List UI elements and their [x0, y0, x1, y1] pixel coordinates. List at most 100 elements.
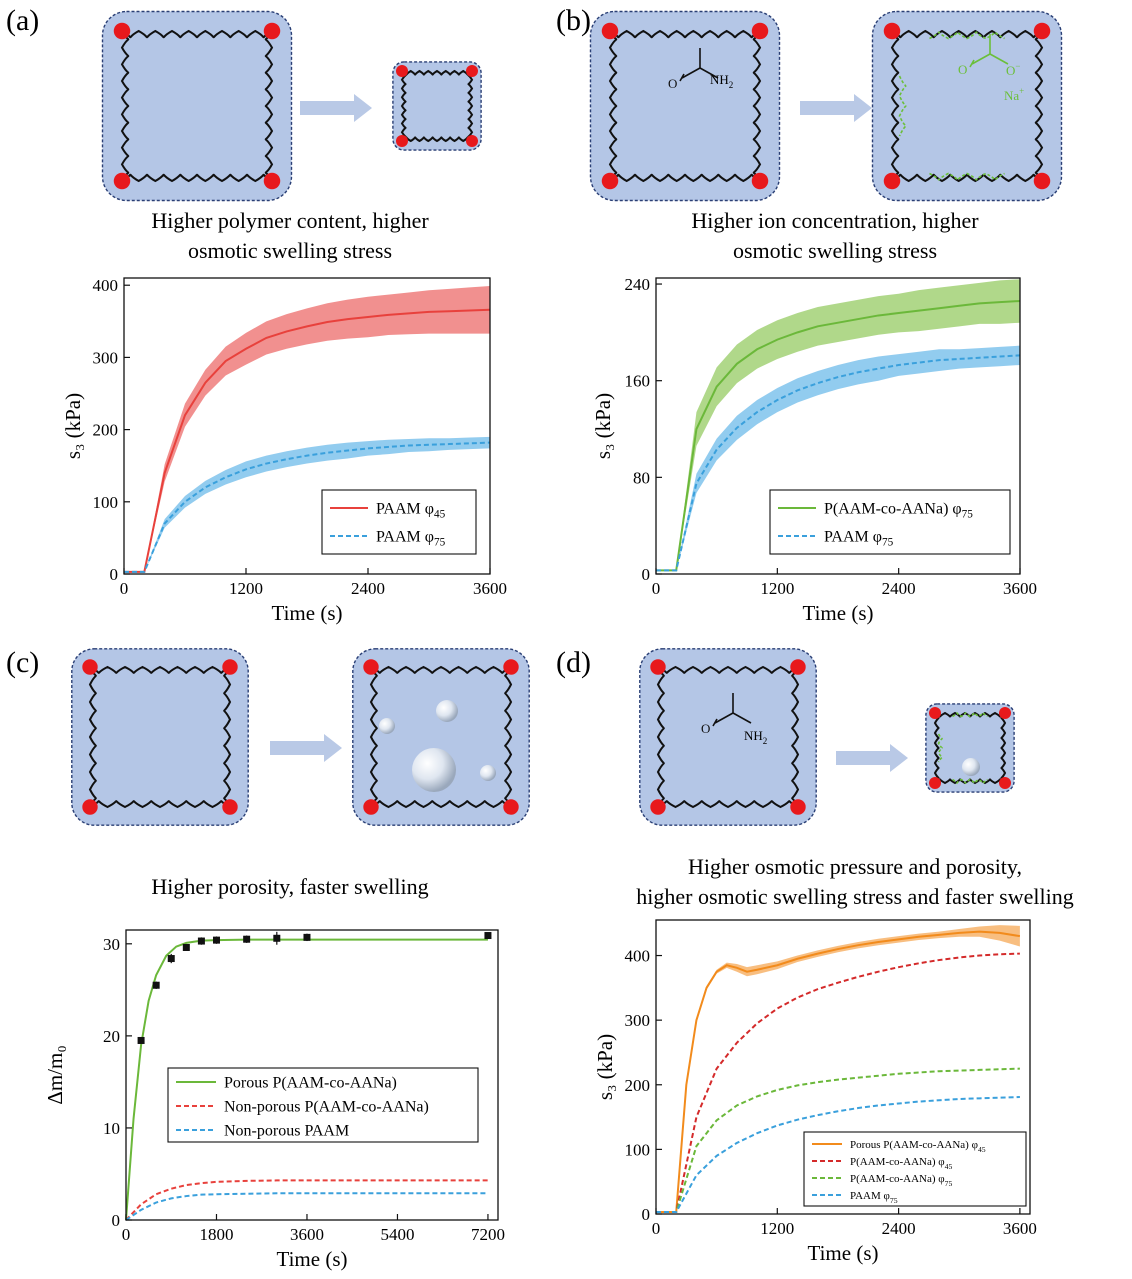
- y-tick-label: 80: [633, 468, 650, 487]
- y-axis-label: s₃ (kPa): [591, 393, 615, 459]
- x-tick-label: 2400: [882, 1219, 916, 1238]
- data-point: [484, 932, 492, 940]
- crosslink-dot: [883, 172, 901, 190]
- data-point: [273, 934, 281, 942]
- y-axis-label: s₃ (kPa): [61, 393, 85, 459]
- legend-entry: PAAM φ45: [376, 501, 446, 521]
- crosslink-dot: [82, 799, 98, 815]
- pore-bubble: [412, 748, 456, 792]
- x-tick-label: 0: [122, 1225, 131, 1244]
- series-line-0: [124, 308, 491, 573]
- crosslink-dot: [82, 659, 98, 675]
- crosslink-dot: [263, 22, 281, 40]
- x-tick-label: 2400: [882, 579, 916, 598]
- caption-d-line1: Higher osmotic pressure and porosity,: [687, 854, 1022, 879]
- x-tick-label: 0: [652, 1219, 661, 1238]
- band-0: [124, 285, 490, 572]
- y-tick-label: 30: [103, 935, 120, 954]
- legend-entry: P(AAM-co-AANa) φ75: [850, 1173, 952, 1188]
- crosslink-dot: [466, 135, 478, 147]
- plot-frame: [655, 277, 1021, 575]
- x-axis-label: Time (s): [277, 1247, 348, 1271]
- crosslink-dot: [1033, 172, 1051, 190]
- crosslink-dot: [113, 172, 131, 190]
- x-axis-label: Time (s): [808, 1241, 879, 1265]
- crosslink-dot: [650, 799, 666, 815]
- carboxylate-label-b: O−: [1006, 61, 1020, 78]
- x-tick-label: 3600: [1003, 1219, 1037, 1238]
- crosslink-dot: [363, 659, 379, 675]
- legend-box: [167, 1067, 479, 1143]
- gel-b-initial: [589, 10, 781, 202]
- crosslink-dot: [396, 135, 408, 147]
- legend-entry: PAAM φ75: [824, 529, 894, 549]
- data-point: [212, 936, 220, 944]
- crosslink-dot: [1033, 22, 1051, 40]
- y-tick-label: 0: [642, 565, 651, 584]
- caption-b-line1: Higher ion concentration, higher: [691, 208, 979, 233]
- y-tick-label: 100: [625, 1140, 651, 1159]
- transition-arrow: [270, 734, 342, 762]
- band-0: [656, 279, 1020, 571]
- series-line-0: [656, 299, 1021, 572]
- gel-a-dense: [392, 61, 482, 151]
- crosslink-dot: [263, 172, 281, 190]
- x-axis-label: Time (s): [803, 601, 874, 625]
- caption-b-line2: osmotic swelling stress: [732, 238, 938, 263]
- pore-bubble: [962, 758, 980, 776]
- panel-label-b: (b): [556, 4, 591, 37]
- sodium-label-b: Na+: [1004, 86, 1024, 103]
- gel-a-initial: [101, 10, 293, 202]
- series-line-2: [125, 1192, 488, 1221]
- caption-a: Higher polymer content, higher osmotic s…: [60, 206, 520, 266]
- legend-entry: Non-porous PAAM: [224, 1123, 349, 1140]
- panel-label-c: (c): [6, 646, 40, 679]
- crosslink-dot: [222, 799, 238, 815]
- y-tick-label: 300: [625, 1011, 651, 1030]
- crosslink-dot: [503, 659, 519, 675]
- pore-bubble: [480, 765, 496, 781]
- legend-entry: P(AAM-co-AANa) φ45: [850, 1156, 952, 1171]
- pore-bubble: [436, 700, 458, 722]
- x-tick-label: 1800: [199, 1225, 233, 1244]
- plot-frame: [655, 919, 1031, 1215]
- crosslink-dot: [222, 659, 238, 675]
- x-tick-label: 7200: [471, 1225, 505, 1244]
- legend-entry: Porous P(AAM-co-AANa) φ45: [850, 1139, 986, 1154]
- y-tick-label: 300: [93, 348, 119, 367]
- series-line-1: [656, 952, 1020, 1214]
- data-point: [197, 937, 205, 945]
- chart-c: 0 1800 3600 5400 7200 0 10 20 30 Time (s) Δm/m₀ Por…: [43, 929, 505, 1271]
- chart-b: 0 1200 2400 3600 0 80 160 240 Time (s) s₃ (kPa) P(…: [591, 275, 1037, 625]
- caption-a-line1: Higher polymer content, higher: [151, 208, 429, 233]
- panel-label-d: (d): [556, 646, 591, 679]
- gel-c-initial: [71, 648, 249, 826]
- x-tick-label: 1200: [760, 1219, 794, 1238]
- y-tick-label: 20: [103, 1027, 120, 1046]
- y-tick-label: 0: [642, 1205, 651, 1224]
- legend-entry: Porous P(AAM-co-AANa): [224, 1075, 397, 1092]
- caption-b: Higher ion concentration, higher osmotic…: [600, 206, 1070, 266]
- transition-arrow: [800, 94, 872, 122]
- amide-structure: O: [701, 693, 752, 736]
- pore-bubble: [379, 718, 395, 734]
- plot-frame: [123, 277, 491, 575]
- oxygen-label: O: [701, 721, 710, 736]
- y-tick-label: 400: [625, 947, 651, 966]
- amide-structure: O: [958, 34, 1009, 77]
- legend: PAAM φ45 PAAM φ75: [321, 489, 477, 555]
- data-point: [303, 933, 311, 941]
- series-line-0: [656, 930, 1021, 1214]
- x-tick-label: 0: [652, 579, 661, 598]
- series-line-3: [656, 1096, 1020, 1214]
- caption-a-line2: osmotic swelling stress: [187, 238, 393, 263]
- caption-d-line2: higher osmotic swelling stress and faste…: [636, 884, 1074, 909]
- crosslink-dot: [929, 707, 941, 719]
- x-tick-label: 3600: [290, 1225, 324, 1244]
- y-axis-label: Δm/m₀: [43, 1045, 67, 1104]
- gel-c-porous: [352, 648, 530, 826]
- crosslink-dot: [999, 777, 1011, 789]
- gel-d-combined: [925, 703, 1015, 793]
- data-point: [167, 955, 175, 963]
- legend: Porous P(AAM-co-AANa) φ45 P(AAM-co-AANa) …: [803, 1131, 1027, 1207]
